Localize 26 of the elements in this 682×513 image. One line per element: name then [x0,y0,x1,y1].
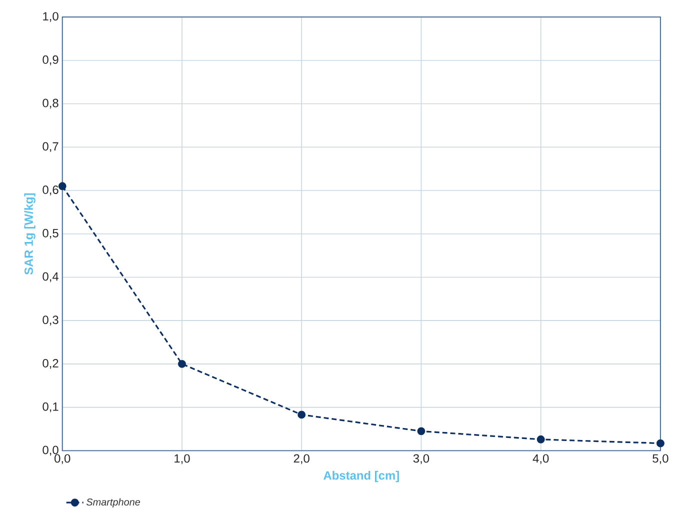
x-tick-label: 1,0 [174,454,190,464]
point [417,427,426,436]
y-tick-label: 0,8 [42,98,58,109]
y-tick-label: 1,0 [43,12,58,22]
legend-label: Smartphone [86,498,140,508]
y-tick-label: 0,1 [42,402,58,412]
x-tick-label: 0,0 [54,454,70,464]
y-tick-label: 0,0 [42,446,58,456]
point [178,360,186,368]
point [536,435,545,444]
y-tick-label: 0,6 [42,186,58,196]
y-tick-label: 0,2 [42,359,58,369]
x-tick-label: 4,0 [532,454,549,464]
x-tick-label: 5,0 [652,454,668,464]
y-axis-title: SAR 1g [W/kg] [24,193,36,275]
x-tick-label: 2,0 [294,454,310,464]
y-tick-label: 0,7 [42,142,58,152]
x-axis-title: Abstand [cm] [324,470,399,482]
y-tick-label: 0,5 [42,228,58,239]
x-tick-label: 3,0 [413,454,430,464]
y-tick-label: 0,9 [42,55,58,66]
y-tick-label: 0,3 [42,316,58,326]
point [298,410,306,419]
point [656,439,664,448]
point [58,182,66,190]
y-tick-label: 0,4 [42,272,58,282]
